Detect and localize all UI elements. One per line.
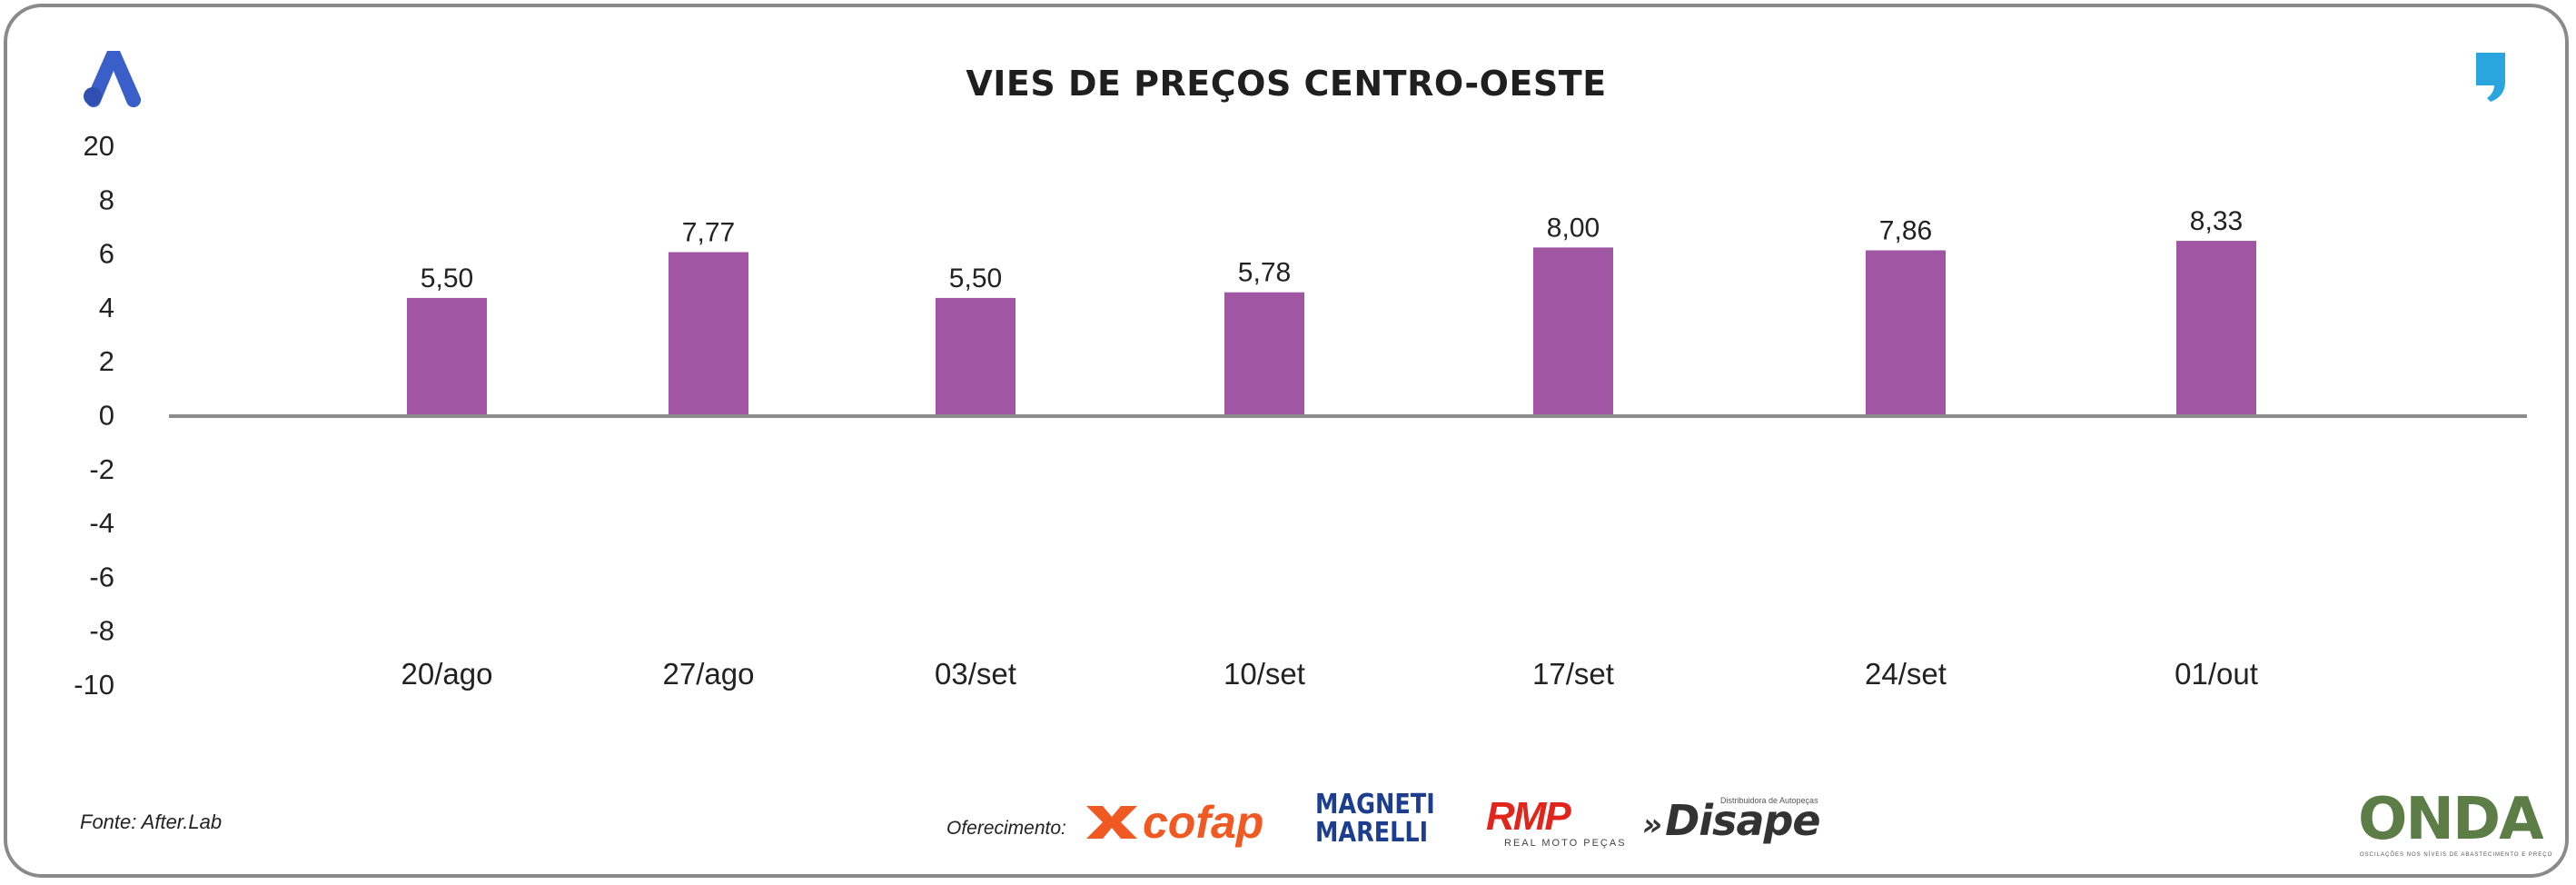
data-label: 5,78: [1238, 258, 1291, 288]
bar: [407, 297, 487, 416]
x-tick-label: 27/ago: [663, 657, 755, 691]
y-tick-label: 2: [99, 345, 114, 377]
bar: [1533, 247, 1613, 416]
data-label: 5,50: [421, 264, 473, 293]
data-label: 7,86: [1879, 216, 1932, 246]
y-tick-label: -2: [89, 453, 114, 485]
source-note: Fonte: After.Lab: [80, 810, 223, 833]
y-tick-label: 4: [99, 292, 114, 323]
onda-logo: ONDA: [2358, 786, 2544, 853]
cofap-text: cofap: [1143, 797, 1264, 848]
logo-a-icon: [80, 47, 145, 112]
data-label: 5,50: [949, 264, 1002, 293]
x-tick-label: 03/set: [935, 657, 1016, 691]
y-tick-label: -10: [74, 669, 114, 701]
y-tick-label: -6: [89, 561, 114, 592]
rmp-subtitle: REAL MOTO PEÇAS: [1504, 838, 1627, 849]
x-tick-label: 20/ago: [401, 657, 493, 691]
rmp-logo: RMP: [1486, 794, 1571, 839]
x-tick-label: 17/set: [1532, 657, 1614, 691]
x-tick-label: 01/out: [2175, 657, 2258, 691]
y-tick-label: 20: [84, 130, 114, 162]
y-tick-label: 6: [99, 238, 114, 270]
chart-title: VIES DE PREÇOS CENTRO-OESTE: [966, 64, 1607, 104]
disape-subtitle: Distribuidora de Autopeças: [1720, 796, 1818, 805]
data-label: 8,33: [2190, 206, 2243, 236]
bar: [2176, 241, 2256, 416]
chart-frame: VIES DE PREÇOS CENTRO-OESTE 20 8 6 4 2 0 -2 -4-…: [4, 4, 2569, 878]
y-tick-label: -8: [89, 615, 114, 647]
y-tick-label: -4: [89, 507, 114, 539]
x-axis-labels: 20/ago 27/ago 03/set 10/set 17/set 24/set 01/o…: [401, 657, 2258, 691]
onda-subtitle: OSCILAÇÕES NOS NÍVEIS DE ABASTECIMENTO E…: [2360, 852, 2553, 858]
magneti-marelli-logo: MAGNETI MARELLI: [1315, 791, 1435, 847]
bar: [1866, 250, 1946, 416]
disape-logo: »Disape: [1642, 796, 1821, 845]
magneti-text: MAGNETI: [1315, 789, 1435, 820]
logo-comma-icon: [2472, 51, 2509, 108]
bar: [669, 252, 748, 416]
bar: [1224, 292, 1304, 416]
data-label: 8,00: [1547, 213, 1600, 243]
x-tick-label: 10/set: [1224, 657, 1305, 691]
data-labels: 5,50 7,77 5,50 5,78 8,00 7,86 8,33: [421, 206, 2243, 293]
disape-chevron-icon: »: [1642, 807, 1662, 843]
marelli-text: MARELLI: [1315, 817, 1429, 849]
disape-text: Disape: [1665, 796, 1820, 845]
bars: [407, 241, 2256, 416]
x-tick-label: 24/set: [1865, 657, 1947, 691]
y-tick-label: 8: [99, 184, 114, 215]
cofap-logo: cofap: [1085, 796, 1263, 849]
sponsor-label: Oferecimento:: [946, 818, 1066, 839]
data-label: 7,77: [682, 218, 735, 248]
cofap-x-icon: [1086, 806, 1137, 839]
bar: [936, 297, 1016, 416]
y-tick-label: 0: [99, 400, 114, 432]
